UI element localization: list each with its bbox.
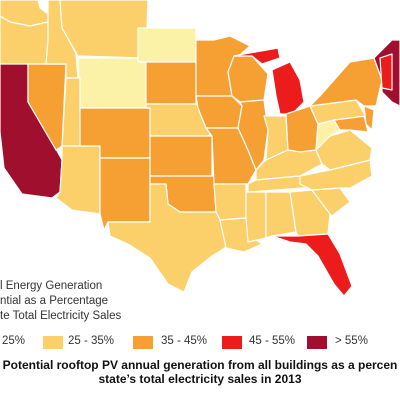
state-new-jersey xyxy=(363,105,375,131)
state-new-mexico xyxy=(99,157,151,231)
legend-label-lt25: 25% xyxy=(2,335,26,347)
legend-swatch-45-55 xyxy=(222,336,242,349)
state-montana xyxy=(59,0,149,59)
map-caption: Potential rooftop PV annual generation f… xyxy=(0,358,400,386)
legend-title-line-3: te Total Electricity Sales xyxy=(0,309,122,322)
state-michigan xyxy=(233,47,281,65)
state-kansas xyxy=(149,135,213,177)
state-north-dakota xyxy=(137,27,197,63)
caption-line-1: Potential rooftop PV annual generation f… xyxy=(2,358,398,372)
state-south-dakota xyxy=(137,61,197,105)
state-virginia xyxy=(315,129,373,171)
state-new-york xyxy=(309,57,383,107)
state-florida xyxy=(271,233,353,297)
legend-swatch-gt55 xyxy=(307,336,327,349)
caption-line-2: state’s total electricity sales in 2013 xyxy=(98,372,302,386)
legend-label-gt55: > 55% xyxy=(335,335,368,347)
legend-swatch-35-45 xyxy=(133,336,153,349)
state-mississippi xyxy=(245,191,267,243)
legend-title-line-2: ntial as a Percentage xyxy=(0,294,109,307)
legend-title: l Energy Generation ntial as a Percentag… xyxy=(0,279,121,323)
state-wyoming xyxy=(77,57,147,109)
state-vermont-nh xyxy=(379,53,393,91)
state-alabama xyxy=(265,191,297,239)
legend-label-45-55: 45 - 55% xyxy=(249,335,296,347)
legend-label-25-35: 25 - 35% xyxy=(68,335,115,347)
legend-title-line-1: l Energy Generation xyxy=(0,280,103,292)
legend: 25% 25 - 35% 35 - 45% 45 - 55% > 55% xyxy=(0,332,400,352)
legend-swatch-25-35 xyxy=(43,336,63,349)
state-arizona xyxy=(55,145,101,215)
legend-label-35-45: 35 - 45% xyxy=(161,335,208,347)
state-michigan-2 xyxy=(271,61,305,115)
state-arkansas xyxy=(213,183,247,221)
